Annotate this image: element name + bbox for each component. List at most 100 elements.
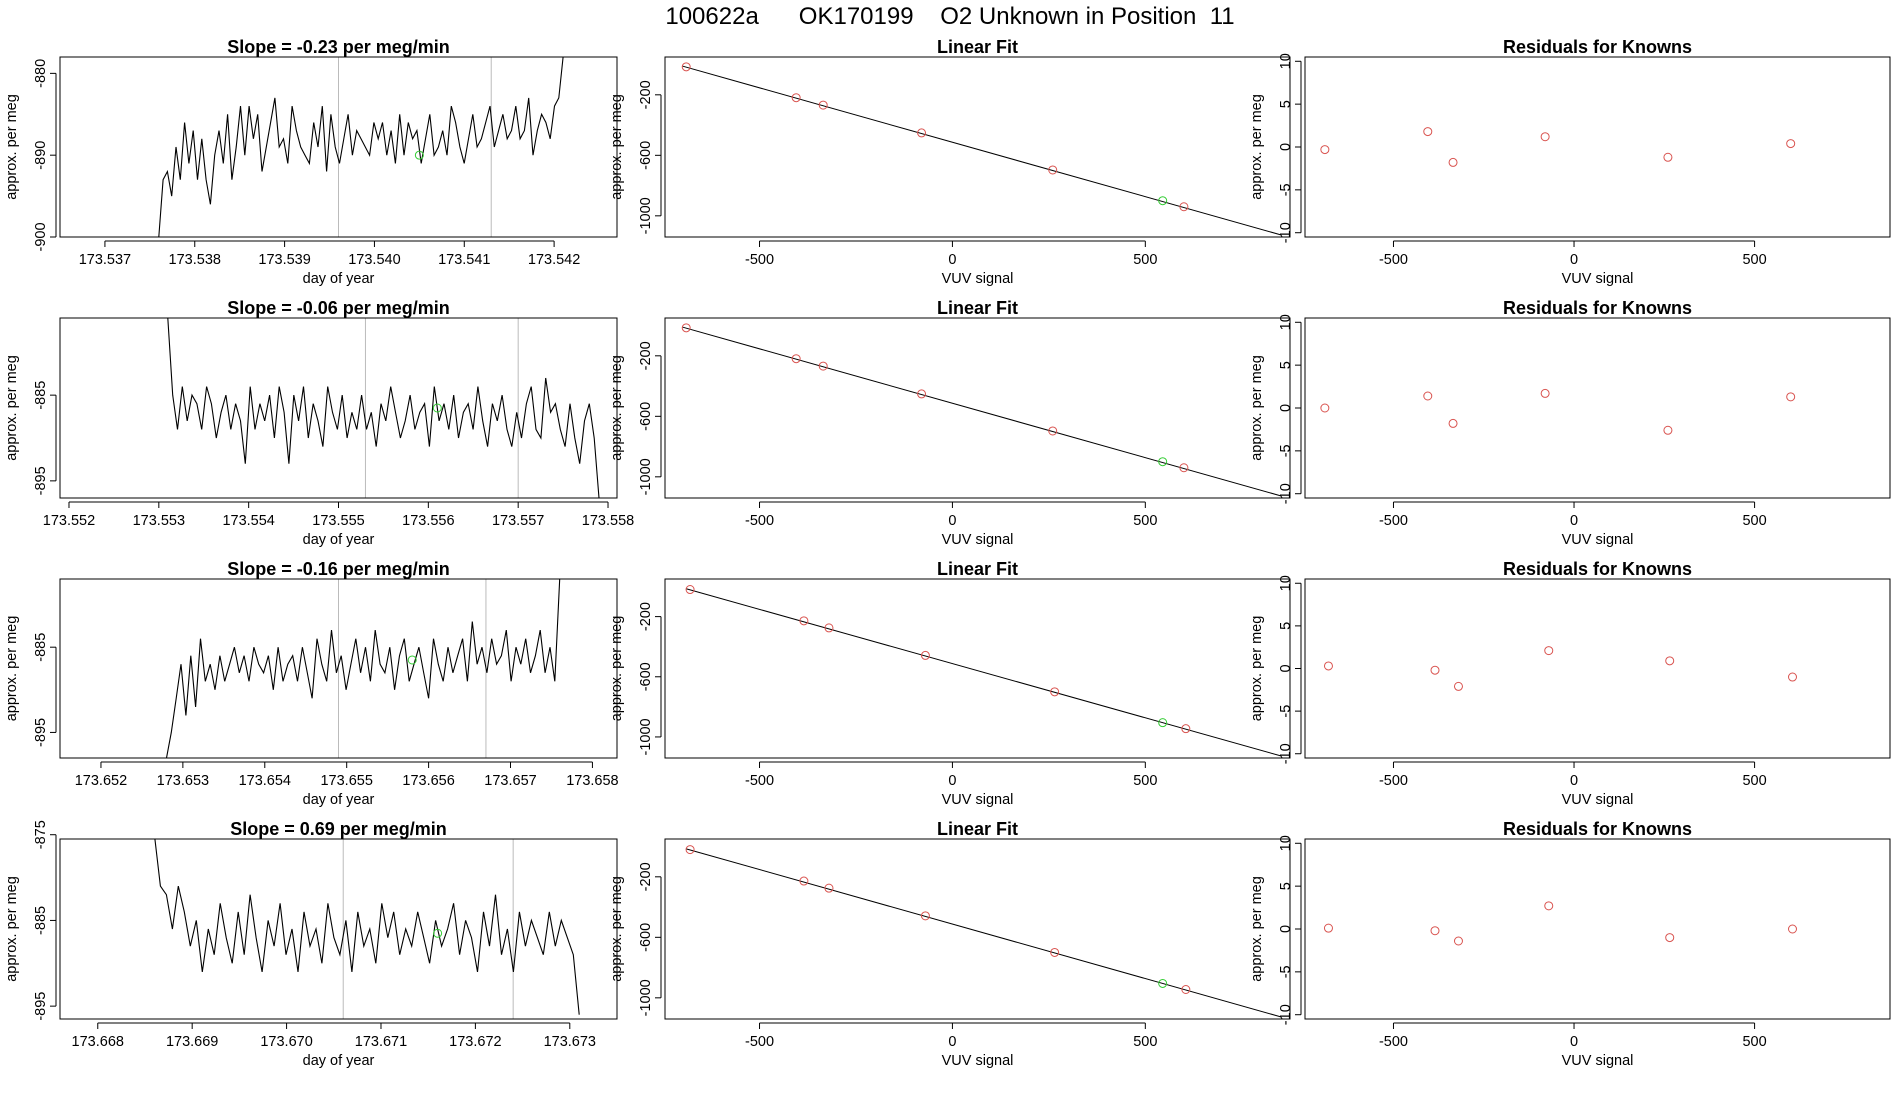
x-axis-label: VUV signal [1562, 271, 1634, 287]
panel-r1-c1: Linear Fit -500 0 500 VUV signal -1000 -600 -20… [609, 298, 1291, 548]
x-tick-label: 173.537 [79, 252, 131, 268]
x-tick-label: 173.556 [402, 513, 454, 529]
x-tick-label: -500 [745, 773, 774, 789]
x-tick-label: 173.655 [320, 773, 372, 789]
y-tick-label: -5 [1278, 183, 1294, 196]
time-series-line [60, 57, 564, 237]
x-axis-label: VUV signal [1562, 532, 1634, 548]
x-axis-label: VUV signal [942, 271, 1014, 287]
known-point-marker [824, 623, 834, 633]
x-tick-label: 173.669 [166, 1034, 218, 1050]
y-tick-label: -1000 [638, 197, 654, 234]
y-axis-label: approx. per meg [609, 94, 625, 200]
plot-data [154, 839, 580, 1015]
plot-frame [1304, 317, 1891, 499]
known-point-marker [791, 354, 801, 364]
unknown-point-marker [433, 928, 443, 938]
plot-frame [664, 838, 1291, 1020]
fit-line [686, 848, 1281, 1018]
x-tick-label: 173.668 [72, 1034, 124, 1050]
panel-r3-c2: Residuals for Knowns -500 0 500 VUV signal -1… [1249, 819, 1891, 1069]
x-tick-label: 173.558 [582, 513, 634, 529]
plot-data [1320, 127, 1796, 167]
panel-title: Slope = 0.69 per meg/min [230, 819, 447, 839]
x-tick-label: 0 [1570, 252, 1578, 268]
known-point-marker [1540, 132, 1550, 142]
y-axis-label: approx. per meg [1249, 355, 1265, 461]
x-tick-label: 173.672 [449, 1034, 501, 1050]
known-point-marker [799, 876, 809, 886]
unknown-point-marker [407, 655, 417, 665]
plot-frame [1304, 56, 1891, 238]
y-axis-label: approx. per meg [609, 616, 625, 722]
y-tick-label: -5 [1278, 965, 1294, 978]
x-tick-label: 173.658 [566, 773, 618, 789]
x-tick-label: -500 [1379, 513, 1408, 529]
x-tick-label: 500 [1133, 1034, 1157, 1050]
known-point-marker [1048, 426, 1058, 436]
x-tick-label: 173.541 [438, 252, 490, 268]
x-tick-label: 500 [1742, 252, 1766, 268]
known-point-marker [1423, 391, 1433, 401]
known-point-marker [1048, 165, 1058, 175]
y-tick-label: -600 [638, 923, 654, 952]
x-axis-label: day of year [303, 792, 375, 808]
plot-data [1323, 646, 1797, 691]
known-point-marker [1179, 202, 1189, 212]
y-tick-label: -5 [1278, 444, 1294, 457]
x-tick-label: 0 [1570, 513, 1578, 529]
x-tick-label: 500 [1742, 513, 1766, 529]
y-tick-label: 0 [1278, 664, 1294, 672]
y-tick-label: 5 [1278, 882, 1294, 890]
panel-title: Linear Fit [937, 819, 1018, 839]
known-point-marker [920, 650, 930, 660]
y-tick-label: -10 [1278, 1004, 1294, 1025]
x-tick-label: 500 [1133, 773, 1157, 789]
y-tick-label: -1000 [638, 718, 654, 755]
known-point-marker [685, 845, 695, 855]
y-tick-label: -900 [33, 222, 49, 251]
known-point-marker [920, 911, 930, 921]
y-axis-label: approx. per meg [1249, 94, 1265, 200]
x-tick-label: 173.539 [258, 252, 310, 268]
unknown-point-marker [432, 403, 442, 413]
y-tick-label: 0 [1278, 404, 1294, 412]
y-tick-label: 10 [1278, 575, 1294, 591]
plot-data [1323, 901, 1797, 946]
known-point-marker [1544, 646, 1554, 656]
x-tick-label: -500 [1379, 773, 1408, 789]
x-tick-label: 0 [948, 773, 956, 789]
known-point-marker [917, 128, 927, 138]
plot-frame [1304, 578, 1891, 759]
plot-data [681, 323, 1281, 497]
plot-frame [664, 317, 1291, 499]
y-tick-label: -600 [638, 662, 654, 691]
y-tick-label: -885 [33, 906, 49, 935]
known-point-marker [1663, 425, 1673, 435]
panel-r2-c0: Slope = -0.16 per meg/min 173.652 173.653 1… [4, 559, 619, 808]
x-tick-label: -500 [745, 513, 774, 529]
y-tick-label: -600 [638, 141, 654, 170]
x-axis-label: VUV signal [1562, 792, 1634, 808]
y-tick-label: 10 [1278, 53, 1294, 69]
y-tick-label: -5 [1278, 705, 1294, 718]
y-axis-label: approx. per meg [4, 876, 20, 982]
plot-data [1320, 388, 1796, 435]
x-tick-label: 173.653 [157, 773, 209, 789]
y-tick-label: 5 [1278, 622, 1294, 630]
time-series-line [60, 579, 561, 758]
panel-r2-c1: Linear Fit -500 0 500 VUV signal -1000 -600 -20… [609, 559, 1291, 808]
known-point-marker [824, 883, 834, 893]
fit-line [686, 588, 1281, 757]
y-axis-label: approx. per meg [4, 94, 20, 200]
x-tick-label: 0 [948, 252, 956, 268]
plot-data [685, 585, 1281, 757]
panel-r1-c0: Slope = -0.06 per meg/min 173.552 173.553 1… [4, 298, 634, 548]
y-tick-label: 10 [1278, 314, 1294, 330]
unknown-point-marker [1158, 978, 1168, 988]
panel-title: Residuals for Knowns [1503, 819, 1692, 839]
x-tick-label: 173.656 [402, 773, 454, 789]
panel-title: Slope = -0.16 per meg/min [227, 559, 450, 579]
x-axis-label: VUV signal [1562, 1053, 1634, 1069]
